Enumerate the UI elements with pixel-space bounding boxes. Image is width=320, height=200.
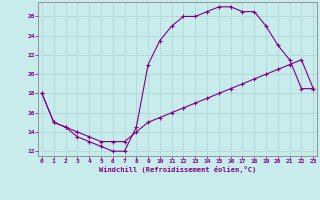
X-axis label: Windchill (Refroidissement éolien,°C): Windchill (Refroidissement éolien,°C): [99, 166, 256, 173]
